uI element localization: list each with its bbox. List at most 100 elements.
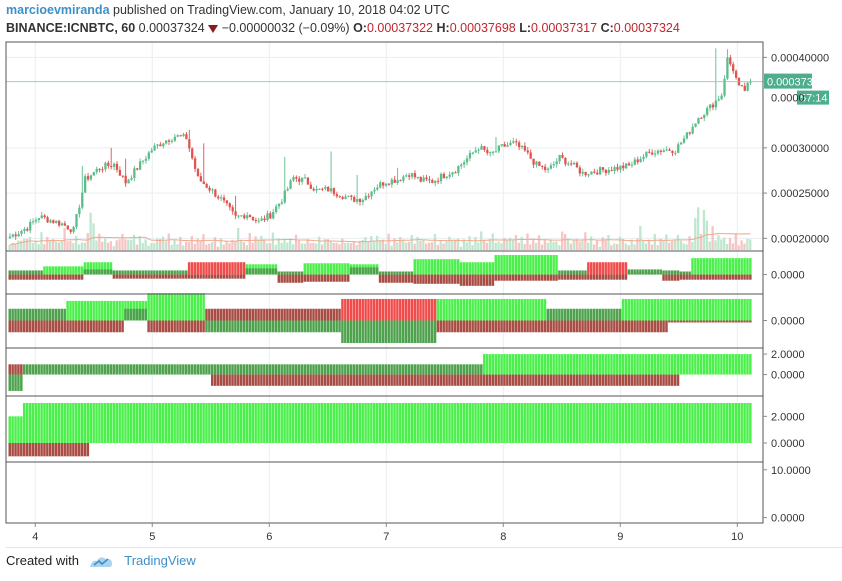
volume-bar	[494, 242, 497, 250]
indicator-bar	[378, 364, 382, 375]
indicator-bar	[621, 262, 625, 275]
candle-body	[491, 151, 495, 153]
indicator-bar	[598, 374, 602, 386]
volume-bar	[471, 245, 474, 250]
indicator-bar	[141, 274, 145, 279]
candle-body	[729, 57, 732, 65]
indicator-bar	[173, 270, 176, 275]
candle-body	[272, 211, 275, 219]
indicator-bar	[427, 320, 431, 344]
indicator-bar	[433, 374, 437, 386]
indicator-bar	[101, 269, 104, 275]
indicator-bar	[714, 354, 717, 375]
indicator-bar	[555, 255, 558, 275]
indicator-bar	[153, 293, 156, 321]
candle-body	[112, 163, 116, 167]
author-link[interactable]: marcioevmiranda	[6, 3, 110, 17]
indicator-bar	[451, 364, 454, 375]
indicator-bar	[598, 354, 602, 375]
indicator-bar	[57, 266, 61, 275]
indicator-bar	[257, 320, 260, 333]
indicator-bar	[211, 320, 214, 333]
candle-body	[743, 85, 746, 91]
indicator-bar	[95, 403, 98, 443]
chart-area[interactable]: 0.000200000.000250000.000300000.00040000…	[0, 0, 842, 548]
volume-bar	[373, 240, 376, 250]
volume-bar	[103, 238, 107, 250]
indicator-bar	[309, 364, 312, 375]
indicator-bar	[630, 269, 633, 275]
indicator-bar	[312, 263, 315, 275]
indicator-bar	[60, 308, 64, 321]
indicator-bar	[265, 308, 269, 321]
indicator-bar	[685, 403, 688, 443]
indicator-bar	[112, 274, 116, 279]
candle-body	[468, 152, 472, 159]
indicator-bar	[303, 374, 307, 386]
indicator-bar	[144, 270, 147, 275]
indicator-bar	[190, 262, 194, 275]
indicator-bar	[101, 403, 104, 443]
indicator-bar	[173, 320, 176, 333]
indicator-bar	[491, 262, 495, 275]
indicator-bar	[647, 374, 651, 386]
volume-bar	[127, 239, 130, 250]
indicator-bar	[69, 443, 72, 457]
candle-body	[185, 134, 188, 140]
indicator-bar	[323, 274, 327, 282]
indicator-bar	[51, 443, 55, 457]
tradingview-brand-link[interactable]: TradingView	[124, 553, 196, 568]
indicator-bar	[315, 403, 318, 443]
candle-body	[295, 177, 298, 179]
indicator-bar	[323, 364, 327, 375]
volume-bar	[274, 244, 277, 250]
indicator-bar	[381, 271, 385, 275]
indicator-bar	[566, 354, 570, 375]
volume-bar	[92, 223, 95, 250]
volume-bar	[358, 240, 361, 250]
volume-bar	[425, 243, 428, 250]
indicator-bar	[349, 403, 353, 443]
indicator-bar	[569, 308, 573, 321]
indicator-bar	[425, 320, 428, 344]
indicator-bar	[401, 274, 405, 283]
volume-bar	[63, 228, 66, 250]
indicator-bar	[150, 403, 153, 443]
volume-bar	[202, 234, 205, 250]
indicator-bar	[31, 364, 35, 375]
candle-body	[451, 172, 454, 175]
volume-bar	[130, 239, 133, 250]
indicator-bar	[740, 403, 743, 443]
indicator-bar	[72, 300, 75, 321]
candle-body	[387, 183, 391, 185]
indicator-bar	[540, 403, 544, 443]
tradingview-logo-icon[interactable]	[89, 555, 113, 569]
indicator-bar	[633, 403, 636, 443]
symbol-name[interactable]: BINANCE:ICNBTC, 60	[6, 21, 136, 35]
indicator-bar	[511, 403, 515, 443]
indicator-bar	[477, 298, 480, 321]
indicator-bar	[500, 374, 503, 386]
indicator-bar	[138, 308, 142, 321]
indicator-bar	[618, 274, 622, 280]
volume-bar	[720, 239, 723, 250]
indicator-bar	[526, 403, 529, 443]
indicator-bar	[569, 320, 573, 333]
volume-series	[8, 207, 752, 250]
indicator-bar	[132, 308, 136, 321]
indicator-bar	[326, 364, 330, 375]
indicator-bar	[537, 255, 541, 275]
indicator-bar	[17, 320, 20, 333]
indicator-bar	[277, 374, 281, 386]
indicator-bar	[682, 354, 686, 375]
indicator-bar	[555, 403, 558, 443]
indicator-bar	[659, 374, 662, 386]
indicator-bar	[34, 308, 38, 321]
indicator-bar	[242, 308, 246, 321]
candle-body	[717, 99, 720, 101]
candle-body	[335, 194, 339, 197]
indicator-bar	[92, 300, 95, 321]
indicator-bar	[34, 320, 38, 333]
indicator-bar	[636, 354, 639, 375]
indicator-bar	[407, 320, 411, 344]
